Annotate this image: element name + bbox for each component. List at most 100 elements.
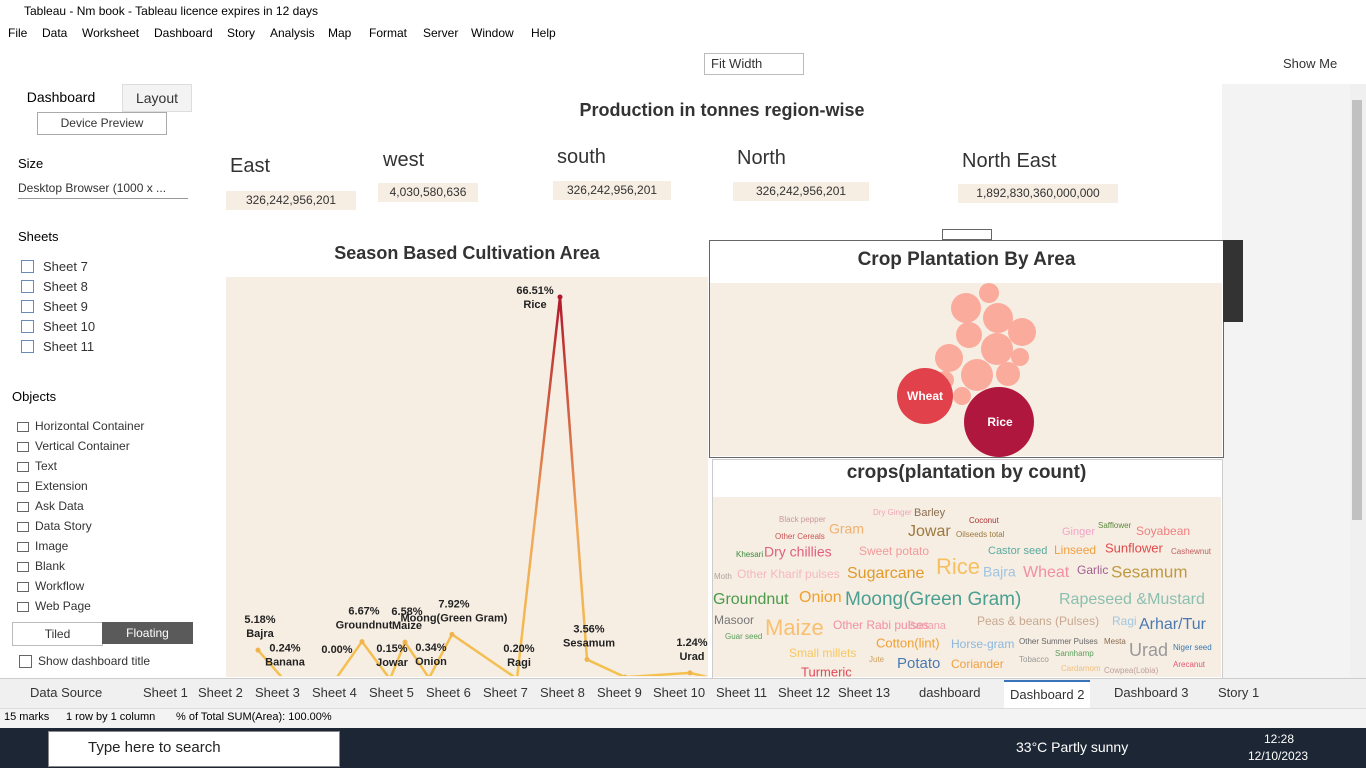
- sheet-tab[interactable]: Data Source: [30, 685, 103, 700]
- object-icon: [17, 542, 29, 552]
- object-item[interactable]: Vertical Container: [35, 439, 130, 453]
- clock-date: 12/10/2023: [1248, 749, 1309, 763]
- object-item[interactable]: Blank: [35, 559, 66, 573]
- drag-handle[interactable]: [942, 229, 992, 240]
- sheet-item[interactable]: Sheet 10: [43, 319, 96, 334]
- value-label: 3.56%: [573, 623, 604, 635]
- bubble-label: Wheat: [907, 389, 943, 403]
- checkbox[interactable]: [19, 655, 32, 668]
- object-item[interactable]: Workflow: [35, 579, 85, 593]
- sheet-tab[interactable]: Sheet 2: [198, 685, 243, 700]
- sheet-tab[interactable]: Sheet 9: [597, 685, 642, 700]
- region-name: south: [557, 146, 606, 168]
- sheet-tab[interactable]: dashboard: [919, 685, 981, 700]
- sheet-item[interactable]: Sheet 11: [43, 339, 95, 354]
- season-point: [427, 675, 431, 676]
- region-value[interactable]: 1,892,830,360,000,000: [958, 184, 1118, 203]
- sheet-tab[interactable]: Story 1: [1218, 685, 1260, 700]
- scroll-thumb[interactable]: [1352, 100, 1362, 520]
- menu-item[interactable]: Help: [531, 26, 556, 40]
- object-item[interactable]: Web Page: [35, 599, 91, 613]
- category-label: Ragi: [507, 657, 531, 669]
- object-item[interactable]: Ask Data: [35, 499, 84, 513]
- cloud-word: Horse-gram: [951, 637, 1014, 651]
- cloud-word: Small millets: [789, 646, 856, 660]
- value-label: 0.15%: [376, 643, 407, 655]
- sheet-tab[interactable]: Sheet 11: [716, 685, 768, 700]
- sheet-item[interactable]: Sheet 9: [43, 299, 88, 314]
- device-preview[interactable]: Device Preview: [37, 112, 167, 135]
- region-value[interactable]: 4,030,580,636: [378, 183, 478, 202]
- chart-title: Crop Plantation By Area: [857, 249, 1076, 270]
- sheet-tab[interactable]: Sheet 13: [838, 685, 891, 700]
- floating-toolbar[interactable]: [1223, 240, 1243, 322]
- region-value[interactable]: 326,242,956,201: [553, 181, 671, 200]
- menu-item[interactable]: Data: [42, 26, 68, 40]
- value-label: 0.24%: [269, 643, 300, 655]
- sheet-tab[interactable]: Sheet 8: [540, 685, 585, 700]
- menu-item[interactable]: Map: [328, 26, 352, 40]
- panel-tab[interactable]: Layout: [122, 84, 192, 112]
- fit-dropdown[interactable]: Fit Width: [704, 53, 804, 75]
- object-item[interactable]: Image: [35, 539, 69, 553]
- value-label: 1.24%: [676, 637, 707, 649]
- cloud-word: Ragi: [1112, 614, 1137, 628]
- region-value[interactable]: 326,242,956,201: [733, 182, 869, 201]
- menu-item[interactable]: Analysis: [270, 26, 315, 40]
- menu-item[interactable]: File: [8, 26, 28, 40]
- bubble: [961, 359, 993, 391]
- cloud-word: Tobacco: [1019, 655, 1049, 664]
- object-icon: [17, 422, 29, 432]
- sheet-tab[interactable]: Sheet 1: [143, 685, 188, 700]
- region-name: North: [737, 147, 786, 169]
- menu-item[interactable]: Dashboard: [154, 26, 213, 40]
- object-item[interactable]: Horizontal Container: [35, 419, 145, 433]
- floating-button[interactable]: Floating: [102, 622, 193, 644]
- cloud-word: Rice: [936, 554, 980, 579]
- bubble: [1008, 318, 1036, 346]
- menu-item[interactable]: Server: [423, 26, 459, 40]
- season-point: [622, 674, 628, 676]
- menu-item[interactable]: Format: [369, 26, 408, 40]
- cloud-word: Maize: [765, 615, 824, 640]
- cloud-word: Urad: [1129, 640, 1168, 660]
- bubble: [981, 333, 1013, 365]
- object-item[interactable]: Text: [35, 459, 58, 473]
- bubble: [996, 362, 1020, 386]
- sheet-tab[interactable]: Sheet 4: [312, 685, 357, 700]
- menu-item[interactable]: Worksheet: [82, 26, 140, 40]
- sheet-item[interactable]: Sheet 8: [43, 279, 88, 294]
- cloud-word: Sunflower: [1105, 540, 1163, 555]
- title-bar: [0, 0, 1366, 24]
- sheet-tab[interactable]: Dashboard 2: [1004, 680, 1091, 708]
- season-point: [402, 639, 408, 645]
- object-item[interactable]: Extension: [35, 479, 88, 493]
- sheet-tab[interactable]: Sheet 5: [369, 685, 414, 700]
- category-label: Jowar: [376, 657, 409, 669]
- menu-item[interactable]: Story: [227, 26, 256, 40]
- section-heading: Objects: [12, 389, 57, 404]
- panel-tab[interactable]: Dashboard: [0, 84, 122, 112]
- sheet-tab[interactable]: Sheet 6: [426, 685, 471, 700]
- value-label: 6.58%: [391, 606, 422, 618]
- size-dropdown[interactable]: Desktop Browser (1000 x ...: [18, 181, 188, 199]
- object-item[interactable]: Data Story: [35, 519, 92, 533]
- sheet-tab[interactable]: Dashboard 3: [1114, 685, 1189, 700]
- tiled-button[interactable]: Tiled: [12, 622, 103, 646]
- status-text: % of Total SUM(Area): 100.00%: [176, 711, 332, 723]
- search-box[interactable]: [48, 731, 340, 767]
- sheet-item[interactable]: Sheet 7: [43, 259, 88, 274]
- show-me[interactable]: Show Me: [1283, 56, 1338, 71]
- sheet-tab[interactable]: Sheet 10: [653, 685, 706, 700]
- object-icon: [17, 442, 29, 452]
- status-text: 15 marks: [4, 711, 50, 723]
- sheet-tab[interactable]: Sheet 12: [778, 685, 831, 700]
- category-label: Rice: [523, 299, 546, 311]
- bubble-label: Rice: [987, 415, 1013, 429]
- sheet-tab[interactable]: Sheet 3: [255, 685, 300, 700]
- region-value[interactable]: 326,242,956,201: [226, 191, 356, 210]
- value-label: 66.51%: [516, 285, 554, 297]
- menu-item[interactable]: Window: [471, 26, 514, 40]
- sheet-tab[interactable]: Sheet 7: [483, 685, 528, 700]
- search-text: Type here to search: [88, 739, 221, 756]
